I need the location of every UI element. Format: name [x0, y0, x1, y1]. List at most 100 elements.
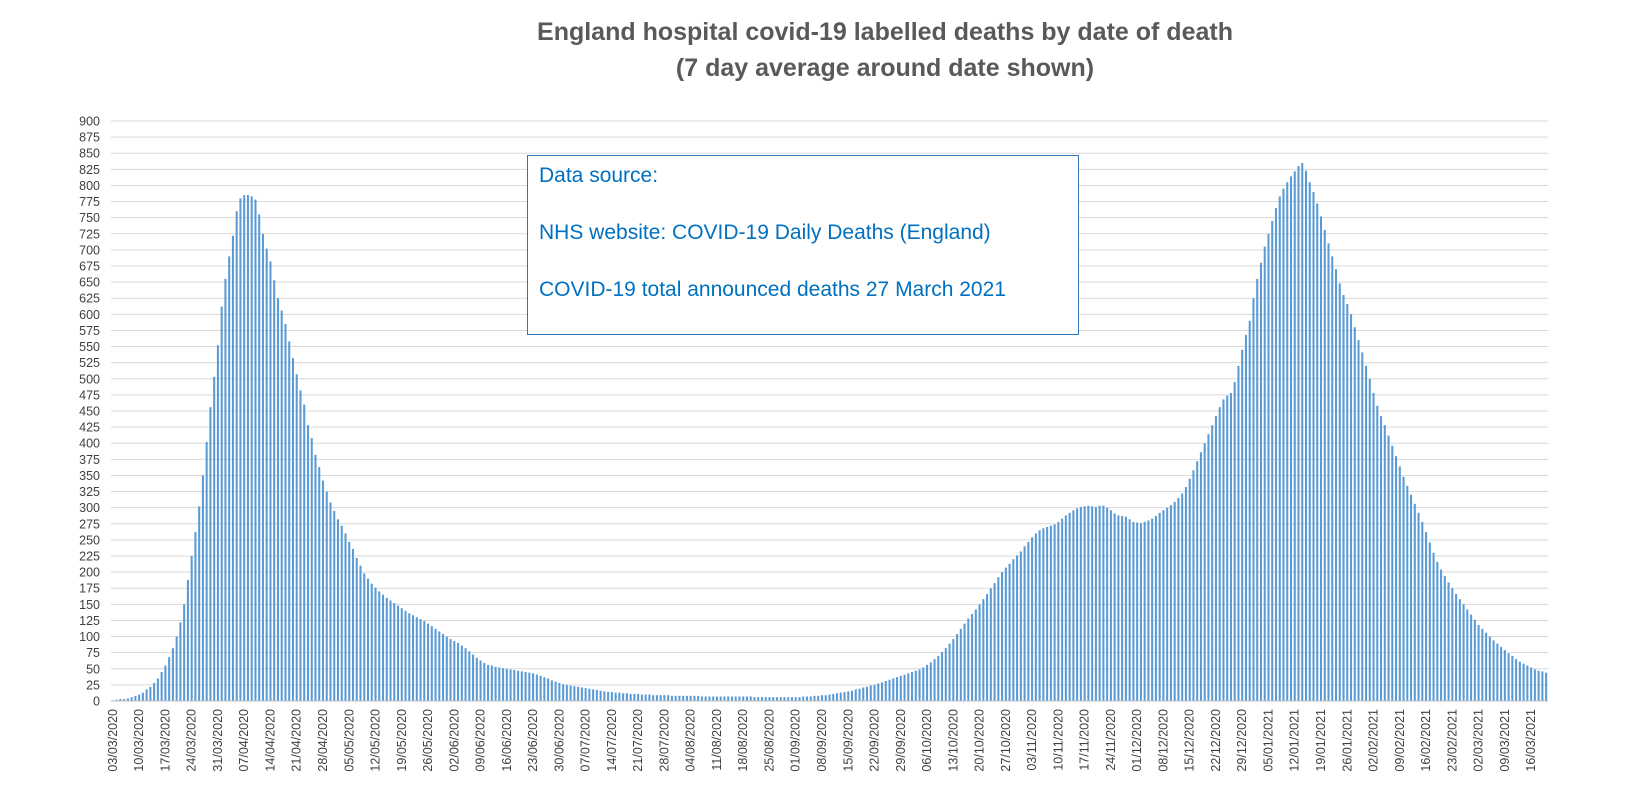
bar	[633, 693, 636, 701]
bar	[1214, 416, 1217, 701]
bar	[929, 662, 932, 701]
bar	[535, 674, 538, 701]
bar	[881, 682, 884, 701]
x-tick-label: 07/04/2020	[237, 709, 251, 772]
x-tick-label: 14/07/2020	[605, 709, 619, 772]
bar	[385, 597, 388, 701]
bar	[1503, 650, 1506, 701]
bar	[179, 622, 182, 701]
bar	[1349, 314, 1353, 701]
bar	[558, 682, 561, 701]
bar	[1522, 663, 1525, 701]
bar	[1203, 443, 1206, 701]
bar	[1496, 643, 1499, 701]
bar	[565, 684, 568, 701]
bar	[310, 438, 313, 701]
x-tick-label: 12/01/2021	[1288, 709, 1302, 772]
bar	[689, 695, 692, 701]
x-tick-label: 10/03/2020	[132, 709, 146, 772]
bar	[1304, 170, 1308, 701]
x-tick-label: 27/10/2020	[999, 709, 1013, 772]
bar	[306, 425, 310, 701]
bar	[528, 672, 531, 701]
bar	[1053, 524, 1056, 701]
bar	[183, 604, 186, 701]
bar	[1312, 191, 1315, 701]
bar	[1143, 521, 1146, 701]
bar	[1226, 395, 1229, 701]
bar	[246, 195, 249, 702]
bar	[1432, 552, 1435, 701]
bar	[1211, 425, 1214, 701]
bar	[1207, 434, 1210, 701]
bar	[359, 565, 362, 701]
x-tick-label: 01/12/2020	[1130, 709, 1144, 772]
bar	[160, 672, 163, 701]
bar	[1289, 176, 1293, 702]
x-tick-label: 15/12/2020	[1183, 709, 1197, 772]
bar	[629, 693, 632, 701]
bar	[483, 662, 486, 701]
bar	[396, 605, 400, 701]
bar	[835, 693, 839, 701]
bar	[941, 652, 944, 701]
bar	[468, 651, 471, 701]
bar	[381, 594, 385, 701]
bar	[595, 690, 598, 701]
bar	[291, 358, 294, 701]
x-tick-label: 07/07/2020	[579, 709, 593, 772]
bar	[250, 196, 253, 701]
bar	[1518, 661, 1521, 701]
bar	[276, 298, 279, 701]
bar	[622, 693, 625, 701]
bar	[986, 594, 989, 701]
bar	[1061, 518, 1064, 701]
bar	[453, 641, 456, 701]
bar	[1248, 320, 1251, 701]
bar	[393, 603, 396, 701]
bar	[505, 668, 508, 701]
bar	[1537, 670, 1540, 701]
bar	[704, 696, 707, 701]
bar	[573, 686, 576, 701]
bar	[952, 639, 955, 701]
bar	[610, 691, 613, 701]
bar	[914, 670, 917, 701]
x-tick-label: 26/01/2021	[1340, 709, 1354, 772]
x-tick-label: 15/09/2020	[841, 709, 855, 772]
x-tick-label: 23/06/2020	[526, 709, 540, 772]
bar	[438, 631, 441, 701]
bar	[790, 697, 794, 701]
bar	[971, 614, 974, 701]
x-tick-label: 19/05/2020	[395, 709, 409, 772]
bar	[449, 639, 452, 701]
x-tick-label: 25/08/2020	[762, 709, 776, 772]
y-tick-label: 150	[79, 598, 100, 612]
bar	[457, 643, 460, 701]
bar	[194, 532, 197, 701]
bar	[123, 699, 126, 701]
bar	[693, 695, 696, 701]
bar	[1380, 416, 1383, 701]
bar	[1286, 182, 1289, 702]
bar	[415, 617, 418, 701]
bar	[543, 677, 546, 701]
bar	[982, 599, 985, 701]
bar	[389, 600, 392, 701]
bar	[434, 628, 437, 701]
x-tick-label: 02/03/2021	[1472, 709, 1486, 772]
bar	[1252, 298, 1255, 701]
bar	[877, 683, 880, 701]
bar	[1031, 537, 1034, 701]
bar	[1511, 655, 1514, 701]
y-tick-label: 400	[79, 437, 100, 451]
bar	[1181, 493, 1184, 701]
bar	[1481, 628, 1484, 701]
bar	[839, 692, 842, 701]
bar	[1308, 182, 1311, 702]
bar	[404, 610, 407, 701]
bar	[757, 697, 760, 701]
bar	[1263, 246, 1266, 702]
y-tick-label: 750	[79, 211, 100, 225]
